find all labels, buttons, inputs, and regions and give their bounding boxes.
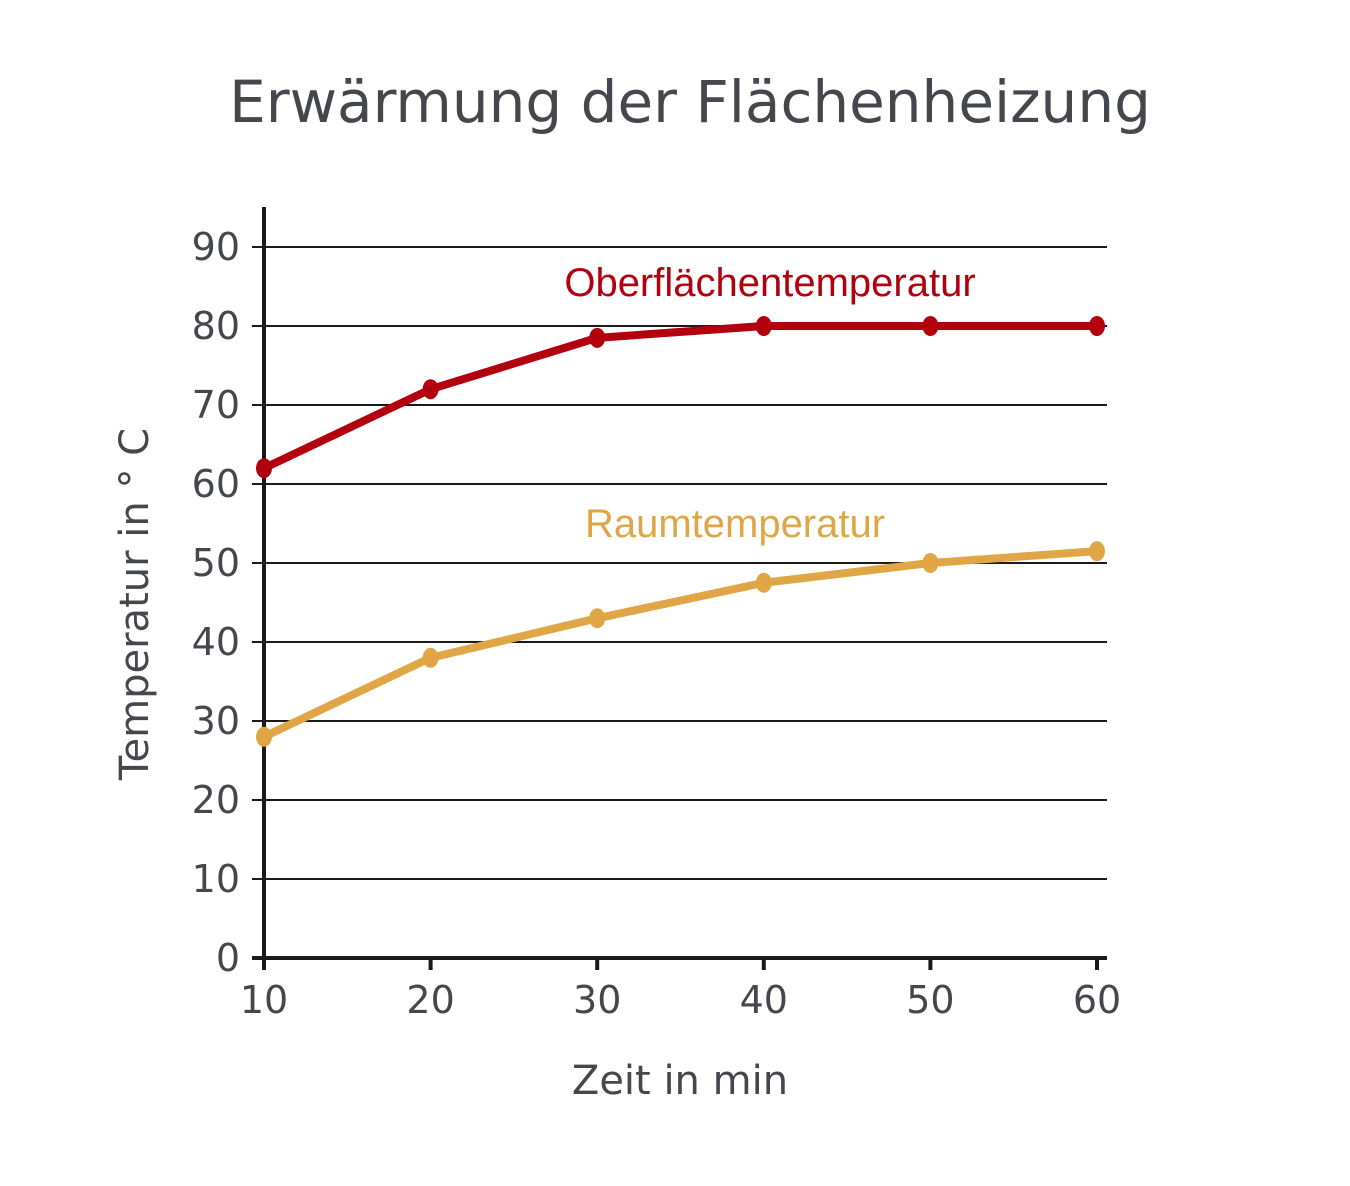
data-point bbox=[256, 458, 272, 479]
y-tick-label: 20 bbox=[192, 778, 240, 822]
series-line-0 bbox=[260, 322, 1101, 473]
x-tick-labels: 10 20 30 40 50 60 bbox=[240, 958, 1121, 1022]
y-tick-label: 70 bbox=[192, 383, 240, 427]
x-tick-label: 50 bbox=[906, 978, 954, 1022]
data-point bbox=[1089, 541, 1105, 562]
x-tick-label: 10 bbox=[240, 978, 288, 1022]
y-tick-label: 40 bbox=[192, 620, 240, 664]
chart-title: Erwärmung der Flächenheizung bbox=[229, 68, 1151, 136]
data-point bbox=[256, 726, 272, 747]
data-point bbox=[922, 553, 939, 573]
series-label-oberflaechentemperatur: Oberflächentemperatur bbox=[564, 261, 975, 305]
y-tick-label: 80 bbox=[192, 304, 240, 348]
series-line-1 bbox=[260, 547, 1101, 741]
x-axis-label: Zeit in min bbox=[572, 1058, 788, 1104]
series-label-raumtemperatur: Raumtemperatur bbox=[585, 502, 885, 546]
data-point bbox=[589, 327, 606, 348]
data-point bbox=[422, 647, 439, 668]
y-axis-label: Temperatur in ° C bbox=[112, 428, 158, 781]
data-point bbox=[422, 379, 439, 400]
x-tick-label: 40 bbox=[740, 978, 788, 1022]
data-point bbox=[589, 608, 606, 629]
y-tick-label: 50 bbox=[192, 541, 240, 585]
x-tick-label: 30 bbox=[573, 978, 621, 1022]
data-point bbox=[1089, 316, 1105, 336]
x-tick-label: 20 bbox=[406, 978, 454, 1022]
data-point bbox=[755, 572, 772, 593]
y-tick-label: 90 bbox=[192, 225, 240, 269]
axes bbox=[252, 207, 1107, 970]
series bbox=[256, 316, 1105, 747]
y-tick-labels: 0 10 20 30 40 50 60 70 80 90 bbox=[192, 225, 240, 980]
y-tick-label: 0 bbox=[216, 936, 240, 980]
y-tick-label: 60 bbox=[192, 462, 240, 506]
data-point bbox=[922, 316, 939, 336]
y-tick-label: 30 bbox=[192, 699, 240, 743]
y-tick-label: 10 bbox=[192, 857, 240, 901]
data-point bbox=[755, 316, 772, 336]
x-tick-label: 60 bbox=[1073, 978, 1121, 1022]
